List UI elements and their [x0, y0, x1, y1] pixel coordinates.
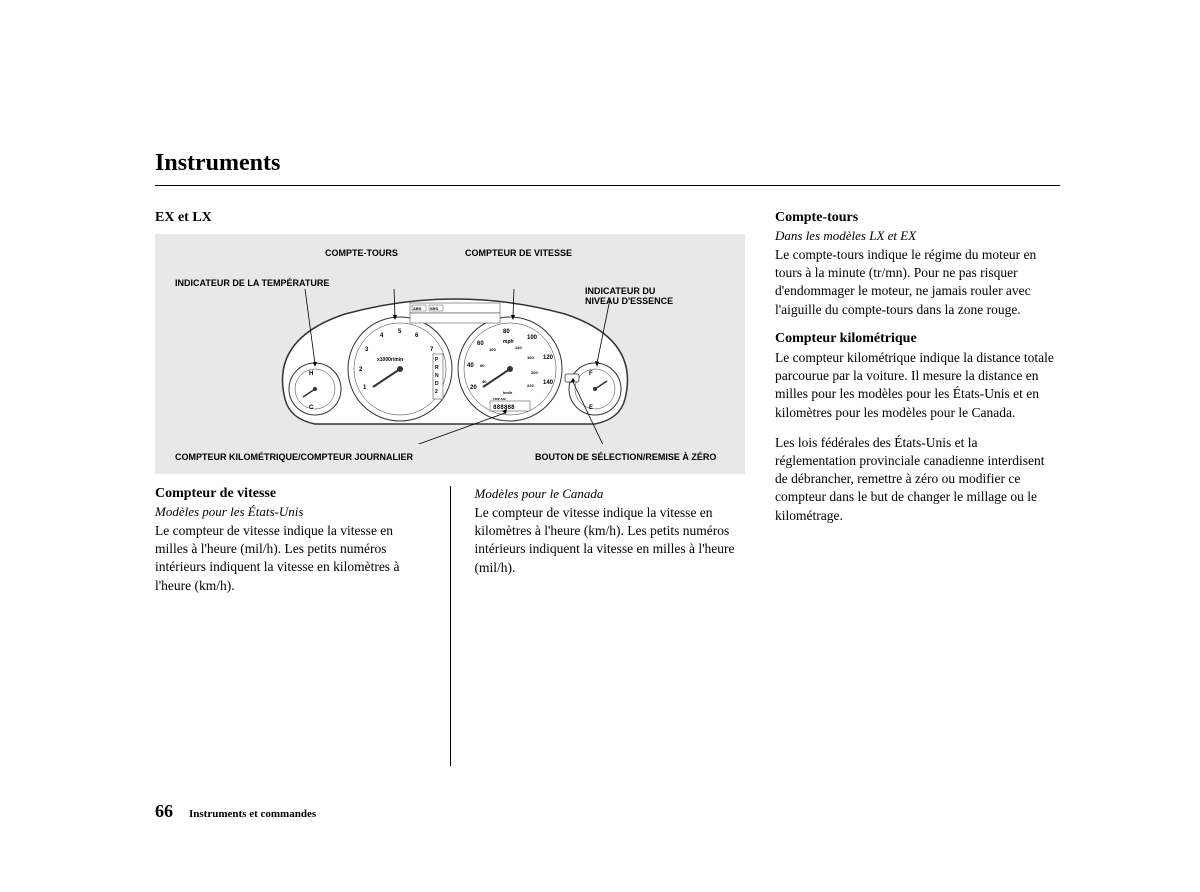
svg-text:100: 100	[489, 347, 496, 352]
svg-text:80: 80	[503, 329, 510, 335]
cluster-svg: H C 1 2 3 4 5 6 7 8 x1000r/min	[255, 289, 655, 444]
svg-text:40: 40	[467, 363, 474, 369]
us-note: Modèles pour les États-Unis	[155, 504, 426, 520]
right-column: Compte-tours Dans les modèles LX et EX L…	[775, 210, 1060, 766]
us-body: Le compteur de vitesse indique la vitess…	[155, 522, 426, 595]
instrument-diagram: COMPTE-TOURS COMPTEUR DE VITESSE INDICAT…	[155, 234, 745, 474]
label-odo: COMPTEUR KILOMÉTRIQUE/COMPTEUR JOURNALIE…	[175, 452, 413, 462]
tach-note: Dans les modèles LX et EX	[775, 228, 1060, 244]
footer-section: Instruments et commandes	[189, 808, 316, 820]
svg-text:140: 140	[543, 380, 554, 386]
svg-text:2: 2	[435, 389, 438, 395]
svg-text:E: E	[589, 405, 593, 411]
manual-page: Instruments EX et LX COMPTE-TOURS COMPTE…	[0, 0, 1200, 826]
odo-body2: Les lois fédérales des États-Unis et la …	[775, 434, 1060, 525]
label-reset: BOUTON DE SÉLECTION/REMISE À ZÉRO	[535, 452, 716, 462]
svg-text:F: F	[589, 371, 593, 377]
svg-text:220: 220	[527, 383, 534, 388]
col-divider	[450, 486, 451, 766]
svg-text:H: H	[309, 371, 313, 377]
svg-text:N: N	[435, 373, 439, 379]
svg-text:100: 100	[527, 335, 538, 341]
svg-text:x1000r/min: x1000r/min	[377, 357, 403, 363]
speedo-heading: Compteur de vitesse	[155, 486, 426, 502]
svg-text:mph: mph	[503, 339, 514, 345]
label-speedo: COMPTEUR DE VITESSE	[465, 248, 572, 258]
page-number: 66	[155, 801, 173, 822]
svg-text:km/h: km/h	[503, 390, 513, 395]
svg-text:140: 140	[515, 345, 522, 350]
odo-heading: Compteur kilométrique	[775, 331, 1060, 347]
tach-body: Le compte-tours indique le régime du mot…	[775, 246, 1060, 319]
tach-heading: Compte-tours	[775, 210, 1060, 226]
svg-text:20: 20	[470, 385, 477, 391]
svg-text:40: 40	[482, 379, 487, 384]
svg-text:R: R	[435, 365, 439, 371]
svg-text:60: 60	[477, 341, 484, 347]
label-temp: INDICATEUR DE LA TEMPÉRATURE	[175, 278, 329, 288]
svg-text:SRS: SRS	[430, 306, 439, 311]
page-footer: 66 Instruments et commandes	[155, 801, 316, 822]
svg-text:160: 160	[527, 355, 534, 360]
svg-text:60: 60	[480, 363, 485, 368]
odo-body1: Le compteur kilométrique indique la dist…	[775, 349, 1060, 422]
content-row: EX et LX COMPTE-TOURS COMPTEUR DE VITESS…	[155, 210, 1060, 766]
lower-two-cols: Compteur de vitesse Modèles pour les Éta…	[155, 486, 745, 766]
col-us: Compteur de vitesse Modèles pour les Éta…	[155, 486, 426, 766]
ca-body: Le compteur de vitesse indique la vitess…	[475, 504, 746, 577]
svg-text:ABS: ABS	[413, 306, 422, 311]
svg-text:120: 120	[543, 355, 554, 361]
page-title: Instruments	[155, 150, 1060, 177]
model-subtitle: EX et LX	[155, 210, 745, 226]
ca-note: Modèles pour le Canada	[475, 486, 746, 502]
svg-text:D: D	[435, 381, 439, 387]
left-area: EX et LX COMPTE-TOURS COMPTEUR DE VITESS…	[155, 210, 745, 766]
label-tach: COMPTE-TOURS	[325, 248, 398, 258]
title-rule	[155, 185, 1060, 186]
col-canada: Modèles pour le Canada Le compteur de vi…	[475, 486, 746, 766]
svg-text:TRIP A/B: TRIP A/B	[493, 397, 507, 401]
svg-text:200: 200	[531, 370, 538, 375]
svg-text:888888: 888888	[493, 404, 515, 411]
svg-text:C: C	[309, 405, 314, 411]
